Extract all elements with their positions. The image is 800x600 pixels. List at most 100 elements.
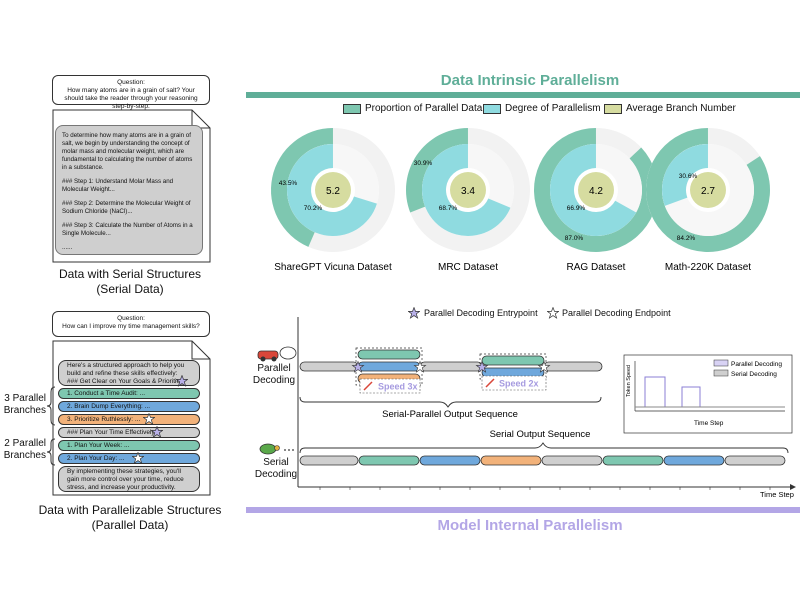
inset-legend-parallel: Parallel Decoding [731, 361, 782, 368]
seq-gray-segment [543, 361, 603, 372]
rocket-car-icon [257, 346, 297, 362]
serial-seq-segment [419, 455, 481, 466]
seq-blue-segment [357, 361, 421, 372]
speed-3x-label: Speed 3x [378, 382, 418, 392]
legend-degree-label: Degree of Parallelism [505, 103, 601, 114]
inset-legend-serial-swatch [713, 369, 729, 377]
branch-label-3-line2: Branches [3, 405, 46, 416]
entry-star-icon [151, 426, 163, 438]
serial-answer-p3: ### Step 2: Determine the Molecular Weig… [62, 200, 191, 215]
inset-legend-parallel-swatch [713, 359, 729, 367]
serial-question-label: Question: [117, 79, 145, 86]
serial-parallel-seq-label: Serial-Parallel Output Sequence [382, 409, 518, 420]
parallel-caption-line2: (Parallel Data) [91, 518, 169, 532]
serial-decoding-line2: Decoding [254, 469, 298, 480]
inner-ring-value [550, 144, 637, 236]
parallel-plan-heading: ### Plan Your Time Effectively [58, 427, 200, 438]
center-branch-value: 2.7 [701, 186, 715, 197]
end-legend-label: Parallel Decoding Endpoint [562, 308, 671, 318]
legend-proportion-swatch [343, 104, 361, 114]
inset-ylabel: Token Speed [626, 365, 632, 397]
serial-answer-p1: To determine how many atoms are in a gra… [62, 132, 193, 171]
branch-label-2: 2 Parallel Branches [2, 438, 46, 462]
top-section-title: Data Intrinsic Parallelism [440, 72, 620, 89]
parallel-branch-item-1: 1. Conduct a Time Audit: ... [58, 388, 200, 399]
branch-label-3: 3 Parallel Branches [2, 393, 46, 417]
parallel-intro-pill: Here's a structured approach to help you… [58, 360, 200, 386]
serial-seq-segment [663, 455, 725, 466]
bottom-section-rule [246, 507, 800, 513]
end-star-icon [413, 360, 427, 373]
dataset-label: RAG Dataset [567, 262, 626, 273]
legend-branch-label: Average Branch Number [626, 103, 736, 114]
inner-ring-value [287, 144, 377, 236]
center-branch-circle [315, 172, 351, 208]
serial-question-text: How many atoms are in a grain of salt? Y… [64, 87, 198, 110]
seq-green-segment [481, 355, 545, 366]
speed-box-3x [359, 378, 421, 394]
parallel-question-text: How can I improve my time management ski… [62, 323, 200, 330]
seq-green-segment [357, 349, 421, 360]
parallel-branch-item-1-text: 1. Conduct a Time Audit: ... [67, 390, 146, 397]
serial-caption-line2: (Serial Data) [96, 282, 164, 296]
branch-brace-3 [46, 386, 56, 426]
outer-ring-label: 30.9% [414, 160, 433, 167]
outer-ring-value [406, 128, 468, 213]
turtle-icon [259, 443, 294, 455]
speed-box-2x [481, 375, 547, 391]
serial-answer-p2: ### Step 1: Understand Molar Mass and Mo… [62, 178, 174, 193]
parallel-branch-item-3-text: 3. Prioritize Ruthlessly: ... [67, 416, 141, 423]
legend-degree: Degree of Parallelism [483, 103, 601, 115]
center-branch-circle [450, 172, 486, 208]
serial-decoding-line1: Serial [263, 457, 289, 468]
seq-gray-segment [299, 361, 359, 372]
end-star-icon [547, 307, 559, 319]
legend-proportion-label: Proportion of Parallel Data [365, 103, 483, 114]
inner-ring-label: 68.7% [439, 205, 458, 212]
seq-gray-segment [419, 361, 483, 372]
legend-branch-swatch [604, 104, 622, 114]
outer-ring-label: 43.5% [279, 180, 298, 187]
center-branch-value: 3.4 [461, 186, 475, 197]
parallel-branch2-item-2-text: 2. Plan Your Day: ... [67, 455, 125, 462]
speed-2x-label: Speed 2x [499, 379, 539, 389]
inner-ring-value [422, 144, 511, 236]
parallel-caption: Data with Parallelizable Structures (Par… [30, 503, 230, 533]
serial-decoding-label: Serial Decoding [254, 457, 298, 481]
bottom-section-title: Model Internal Parallelism [437, 517, 623, 534]
serial-seq-segment [541, 455, 603, 466]
parallel-decoding-line2: Decoding [252, 375, 296, 386]
parallel-decoding-line1: Parallel [257, 363, 291, 374]
center-branch-value: 4.2 [589, 186, 603, 197]
parallel-intro-text: Here's a structured approach to help you… [67, 362, 185, 377]
end-star-icon [537, 360, 551, 373]
entry-star-icon [351, 360, 365, 373]
parallel-caption-line1: Data with Parallelizable Structures [38, 503, 222, 517]
serial-parallel-brace [299, 396, 602, 408]
parallel-branch-item-3: 3. Prioritize Ruthlessly: ... [58, 414, 200, 425]
outer-ring-value [271, 128, 333, 247]
parallel-branch2-item-2: 2. Plan Your Day: ... [58, 453, 200, 464]
dataset-label: Math-220K Dataset [665, 262, 751, 273]
legend-branch: Average Branch Number [604, 103, 736, 115]
serial-answer-p4: ### Step 3: Calculate the Number of Atom… [62, 222, 193, 237]
parallel-plan-heading-text: ### Plan Your Time Effectively [67, 429, 155, 436]
branch-brace-2 [46, 438, 56, 466]
parallel-goal-text: ### Get Clear on Your Goals & Priorities [67, 378, 184, 385]
time-step-label: Time Step [760, 490, 794, 499]
decoding-diagram: Speed 3x Speed 2x Serial-Parallel Output… [297, 317, 796, 499]
entry-star-icon [475, 360, 489, 373]
serial-seq-label: Serial Output Sequence [490, 429, 591, 440]
serial-answer-bubble: To determine how many atoms are in a gra… [55, 125, 203, 255]
inner-ring-label: 30.6% [679, 173, 698, 180]
outer-ring-label: 87.0% [565, 235, 584, 242]
center-branch-value: 5.2 [326, 186, 340, 197]
serial-answer-p5: ...... [62, 244, 73, 251]
rocket-icon [485, 378, 495, 388]
serial-seq-segment [299, 455, 359, 466]
legend-proportion: Proportion of Parallel Data [343, 103, 482, 115]
inset-legend-serial: Serial Decoding [731, 371, 777, 378]
serial-caption: Data with Serial Structures (Serial Data… [30, 267, 230, 297]
center-branch-circle [578, 172, 614, 208]
inner-ring-value [662, 144, 708, 206]
